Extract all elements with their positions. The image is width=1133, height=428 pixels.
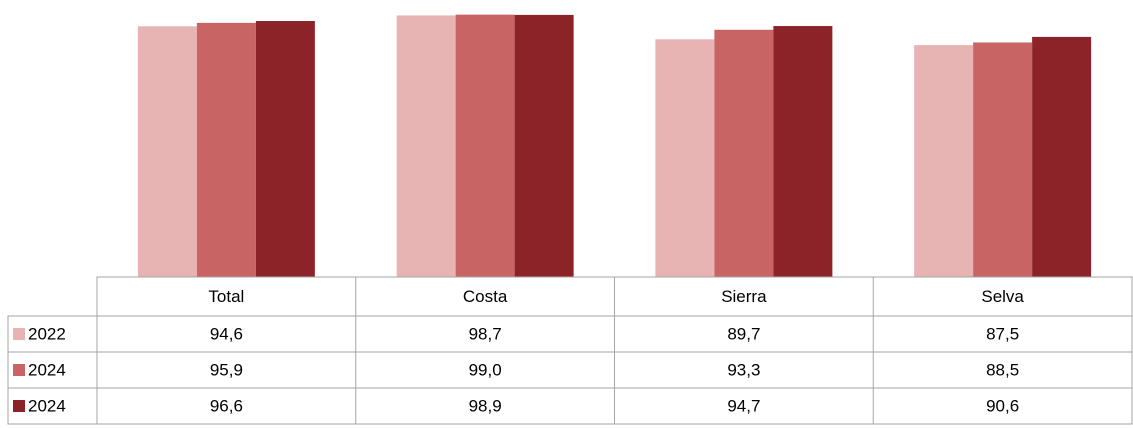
value-label: 89,7 [727, 324, 760, 343]
category-label: Selva [981, 287, 1024, 306]
category-label: Sierra [721, 287, 767, 306]
bar [137, 26, 197, 278]
value-label: 94,7 [727, 396, 760, 415]
bar [714, 29, 774, 277]
legend-label: 2024 [28, 360, 66, 379]
value-label: 96,6 [210, 396, 243, 415]
bar [455, 14, 515, 278]
bar [514, 14, 574, 277]
legend-label: 2024 [28, 396, 66, 415]
value-label: 98,9 [469, 396, 502, 415]
legend-swatch [13, 328, 25, 340]
bar [396, 15, 456, 277]
category-label: Costa [463, 287, 508, 306]
table-row [7, 315, 1133, 353]
bar [773, 26, 833, 278]
bar [1032, 36, 1092, 277]
bar [655, 39, 715, 277]
legend-swatch [13, 364, 25, 376]
value-label: 99,0 [469, 360, 502, 379]
bar [196, 22, 256, 277]
category-label: Total [208, 287, 244, 306]
legend-label: 2022 [28, 324, 66, 343]
bar [914, 45, 974, 277]
table-row [7, 387, 1133, 425]
value-label: 90,6 [986, 396, 1019, 415]
table-row [7, 351, 1133, 389]
value-label: 88,5 [986, 360, 1019, 379]
value-label: 87,5 [986, 324, 1019, 343]
bar [973, 42, 1033, 277]
bar [255, 21, 315, 278]
value-label: 95,9 [210, 360, 243, 379]
legend-swatch [13, 400, 25, 412]
value-label: 93,3 [727, 360, 760, 379]
value-label: 98,7 [469, 324, 502, 343]
value-label: 94,6 [210, 324, 243, 343]
